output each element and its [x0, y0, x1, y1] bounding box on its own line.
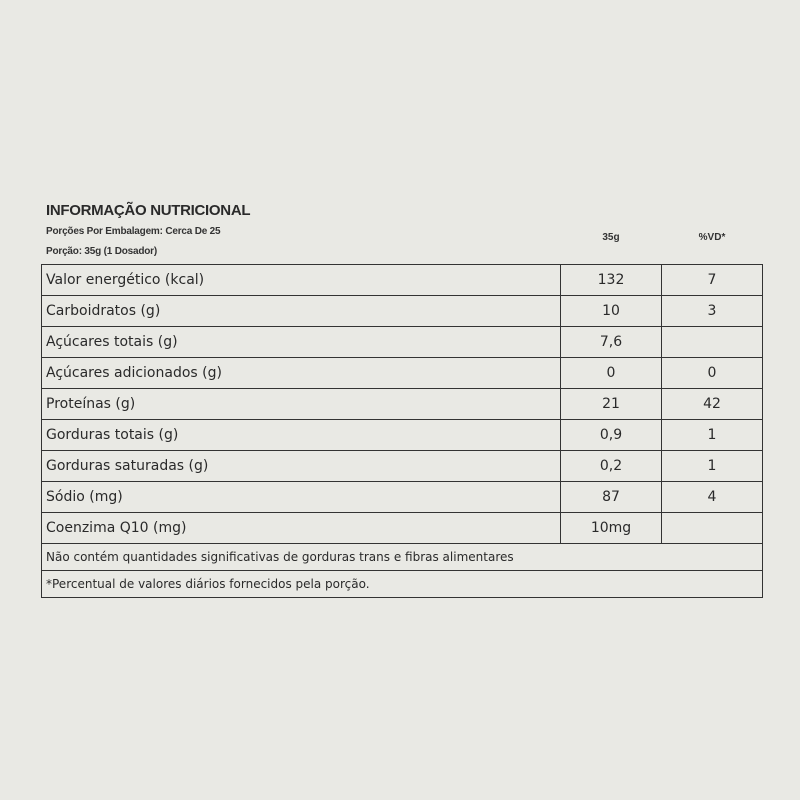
servings-per-package: Porções Por Embalagem: Cerca De 25	[46, 226, 221, 237]
amount-cell: 10	[560, 295, 662, 327]
dv-cell: 0	[661, 357, 763, 389]
nutrient-label: Carboidratos (g)	[41, 295, 561, 327]
nutrition-table: Valor energético (kcal) 132 7 Carboidratos …	[41, 264, 763, 598]
footnote-row: *Percentual de valores diários fornecido…	[41, 570, 763, 598]
table-row: Açúcares adicionados (g) 0 0	[41, 357, 763, 389]
nutrient-label: Açúcares adicionados (g)	[41, 357, 561, 389]
dv-cell	[661, 512, 763, 544]
footnote-row: Não contém quantidades significativas de…	[41, 543, 763, 571]
amount-cell: 7,6	[560, 326, 662, 358]
dv-cell: 3	[661, 295, 763, 327]
nutrient-label: Proteínas (g)	[41, 388, 561, 420]
dv-cell: 42	[661, 388, 763, 420]
amount-cell: 132	[560, 264, 662, 296]
dv-cell	[661, 326, 763, 358]
nutrient-label: Valor energético (kcal)	[41, 264, 561, 296]
table-row: Valor energético (kcal) 132 7	[41, 264, 763, 296]
table-row: Sódio (mg) 87 4	[41, 481, 763, 513]
dv-cell: 1	[661, 419, 763, 451]
amount-cell: 0,9	[560, 419, 662, 451]
nutrient-label: Gorduras totais (g)	[41, 419, 561, 451]
table-row: Carboidratos (g) 10 3	[41, 295, 763, 327]
footnote: Não contém quantidades significativas de…	[41, 543, 763, 571]
amount-cell: 21	[560, 388, 662, 420]
amount-cell: 0	[560, 357, 662, 389]
table-row: Coenzima Q10 (mg) 10mg	[41, 512, 763, 544]
nutrient-label: Açúcares totais (g)	[41, 326, 561, 358]
amount-cell: 10mg	[560, 512, 662, 544]
nutrient-label: Sódio (mg)	[41, 481, 561, 513]
page-title: INFORMAÇÃO NUTRICIONAL	[46, 202, 251, 219]
table-row: Gorduras saturadas (g) 0,2 1	[41, 450, 763, 482]
footnote: *Percentual de valores diários fornecido…	[41, 570, 763, 598]
table-row: Gorduras totais (g) 0,9 1	[41, 419, 763, 451]
nutrient-label: Gorduras saturadas (g)	[41, 450, 561, 482]
dv-cell: 4	[661, 481, 763, 513]
serving-size: Porção: 35g (1 Dosador)	[46, 246, 157, 257]
nutrient-label: Coenzima Q10 (mg)	[41, 512, 561, 544]
dv-cell: 7	[661, 264, 763, 296]
column-header-dv: %VD*	[698, 232, 726, 243]
table-row: Açúcares totais (g) 7,6	[41, 326, 763, 358]
dv-cell: 1	[661, 450, 763, 482]
amount-cell: 87	[560, 481, 662, 513]
table-row: Proteínas (g) 21 42	[41, 388, 763, 420]
column-header-amount: 35g	[602, 232, 620, 243]
amount-cell: 0,2	[560, 450, 662, 482]
